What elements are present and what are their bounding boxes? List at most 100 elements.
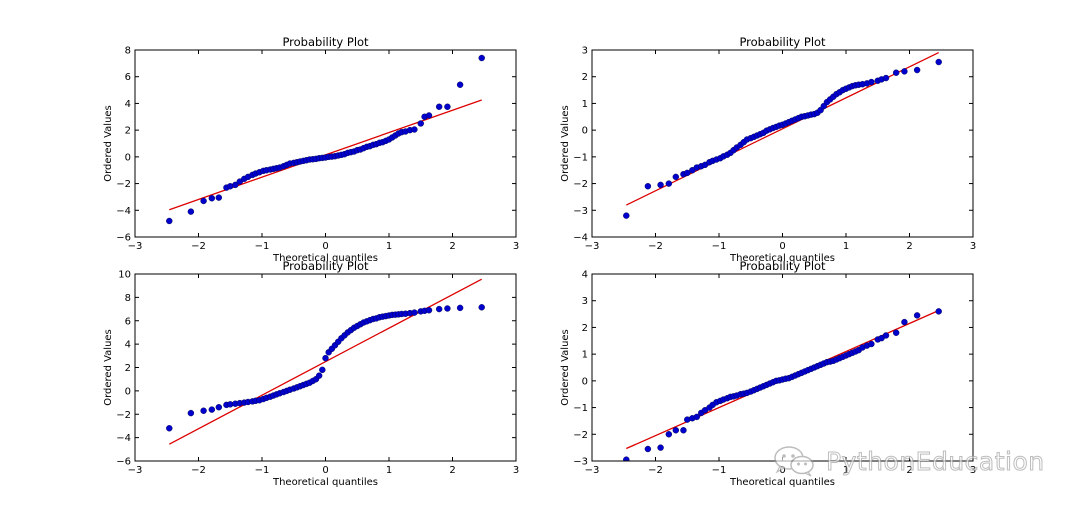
x-tick-label: 2 (449, 465, 455, 476)
x-tick-label: 1 (386, 241, 392, 252)
data-point (693, 413, 700, 421)
plot-title: Probability Plot (739, 35, 826, 49)
data-point (444, 103, 451, 110)
x-axis-label: Theoretical quantiles (272, 253, 378, 264)
data-point (456, 81, 464, 88)
data-point (680, 427, 687, 434)
x-tick-label: 0 (779, 241, 785, 252)
x-axis-label: Theoretical quantiles (729, 477, 835, 488)
y-tick-label: 1 (582, 99, 588, 110)
y-tick-label: 4 (125, 340, 131, 351)
axes-frame (591, 49, 974, 238)
axes-frame (591, 273, 974, 462)
x-tick-label: −2 (648, 241, 663, 252)
y-tick-label: 8 (125, 46, 131, 57)
x-tick-label: 3 (970, 465, 976, 476)
y-tick-label: 8 (125, 293, 131, 304)
y-tick-label: 3 (582, 46, 588, 57)
y-tick-label: 4 (125, 99, 131, 110)
data-point (315, 372, 323, 379)
data-point (444, 305, 451, 312)
data-point (665, 180, 673, 187)
x-tick-label: −2 (648, 465, 663, 476)
y-axis-label: Ordered Values (103, 105, 114, 182)
data-point (657, 444, 664, 451)
subplot-1: −3 −2 −1 0 1 2 3 −6 −4 −2 0 2 4 6 8 Probability Plot The… (103, 35, 519, 264)
data-point (456, 304, 464, 312)
x-axis-label: Theoretical quantiles (272, 477, 378, 488)
data-point (215, 194, 223, 201)
data-point (417, 120, 424, 127)
data-point (478, 54, 485, 62)
data-point (901, 318, 908, 326)
data-point (208, 195, 216, 202)
x-tick-label: −2 (191, 241, 206, 252)
y-tick-label: 0 (582, 376, 588, 387)
data-point (232, 181, 239, 189)
y-tick-label: 2 (125, 363, 131, 374)
y-tick-label: 2 (582, 72, 588, 83)
data-point (187, 208, 195, 215)
data-point (665, 431, 673, 438)
wechat-icon (774, 446, 814, 477)
data-point (623, 212, 630, 219)
x-tick-label: 3 (513, 465, 519, 476)
y-tick-label: −1 (573, 403, 588, 414)
data-point (892, 69, 900, 76)
axes-frame (134, 49, 517, 238)
data-point (684, 169, 691, 177)
y-tick-label: 0 (582, 126, 588, 137)
data-point (425, 112, 433, 119)
x-tick-label: 1 (843, 241, 849, 252)
y-tick-label: −4 (116, 206, 131, 217)
x-tick-label: −3 (585, 241, 600, 252)
data-point (913, 66, 921, 74)
x-tick-label: −3 (585, 465, 600, 476)
data-point (672, 173, 680, 181)
y-tick-label: 2 (125, 126, 131, 137)
y-axis-label: Ordered Values (560, 105, 571, 182)
x-tick-label: 2 (906, 465, 912, 476)
data-point (892, 329, 900, 336)
data-point (868, 340, 875, 348)
axes-frame (134, 273, 517, 462)
x-tick-label: −1 (255, 465, 270, 476)
data-point (319, 366, 326, 374)
y-tick-label: 10 (118, 270, 131, 281)
data-point (935, 308, 942, 315)
x-tick-label: 1 (843, 465, 849, 476)
data-point (913, 312, 921, 319)
y-tick-label: 6 (125, 316, 131, 327)
data-point (623, 456, 630, 461)
subplot-4: −3 −2 −1 0 1 2 3 −3 −2 −1 0 1 2 3 4 Probability Plot The… (560, 259, 976, 488)
y-tick-label: 6 (125, 72, 131, 83)
x-tick-label: 3 (970, 241, 976, 252)
y-tick-label: 0 (125, 152, 131, 163)
data-point (672, 427, 680, 434)
x-tick-label: 2 (906, 241, 912, 252)
x-tick-label: −2 (191, 465, 206, 476)
y-tick-label: 4 (582, 270, 588, 281)
x-tick-label: −3 (128, 241, 143, 252)
data-point (166, 425, 173, 432)
data-point (882, 74, 890, 82)
plot-title: Probability Plot (282, 35, 369, 49)
subplot-3: −3 −2 −1 0 1 2 3 −6 −4 −2 0 2 4 6 8 10 Probability Plot T… (103, 259, 519, 488)
data-point (411, 126, 418, 133)
x-tick-label: 0 (322, 241, 328, 252)
y-tick-label: 0 (125, 386, 131, 397)
y-axis-label: Ordered Values (103, 329, 114, 406)
plot-title: Probability Plot (739, 259, 826, 273)
y-tick-label: −6 (116, 457, 131, 468)
data-point (657, 181, 664, 189)
data-point (882, 332, 890, 339)
watermark-text: PythonEducation (826, 446, 1045, 476)
y-tick-label: 3 (582, 296, 588, 307)
fit-line (626, 51, 939, 206)
y-tick-label: −2 (573, 430, 588, 441)
y-tick-label: 1 (582, 350, 588, 361)
y-tick-label: 2 (582, 323, 588, 334)
data-point (215, 404, 223, 411)
